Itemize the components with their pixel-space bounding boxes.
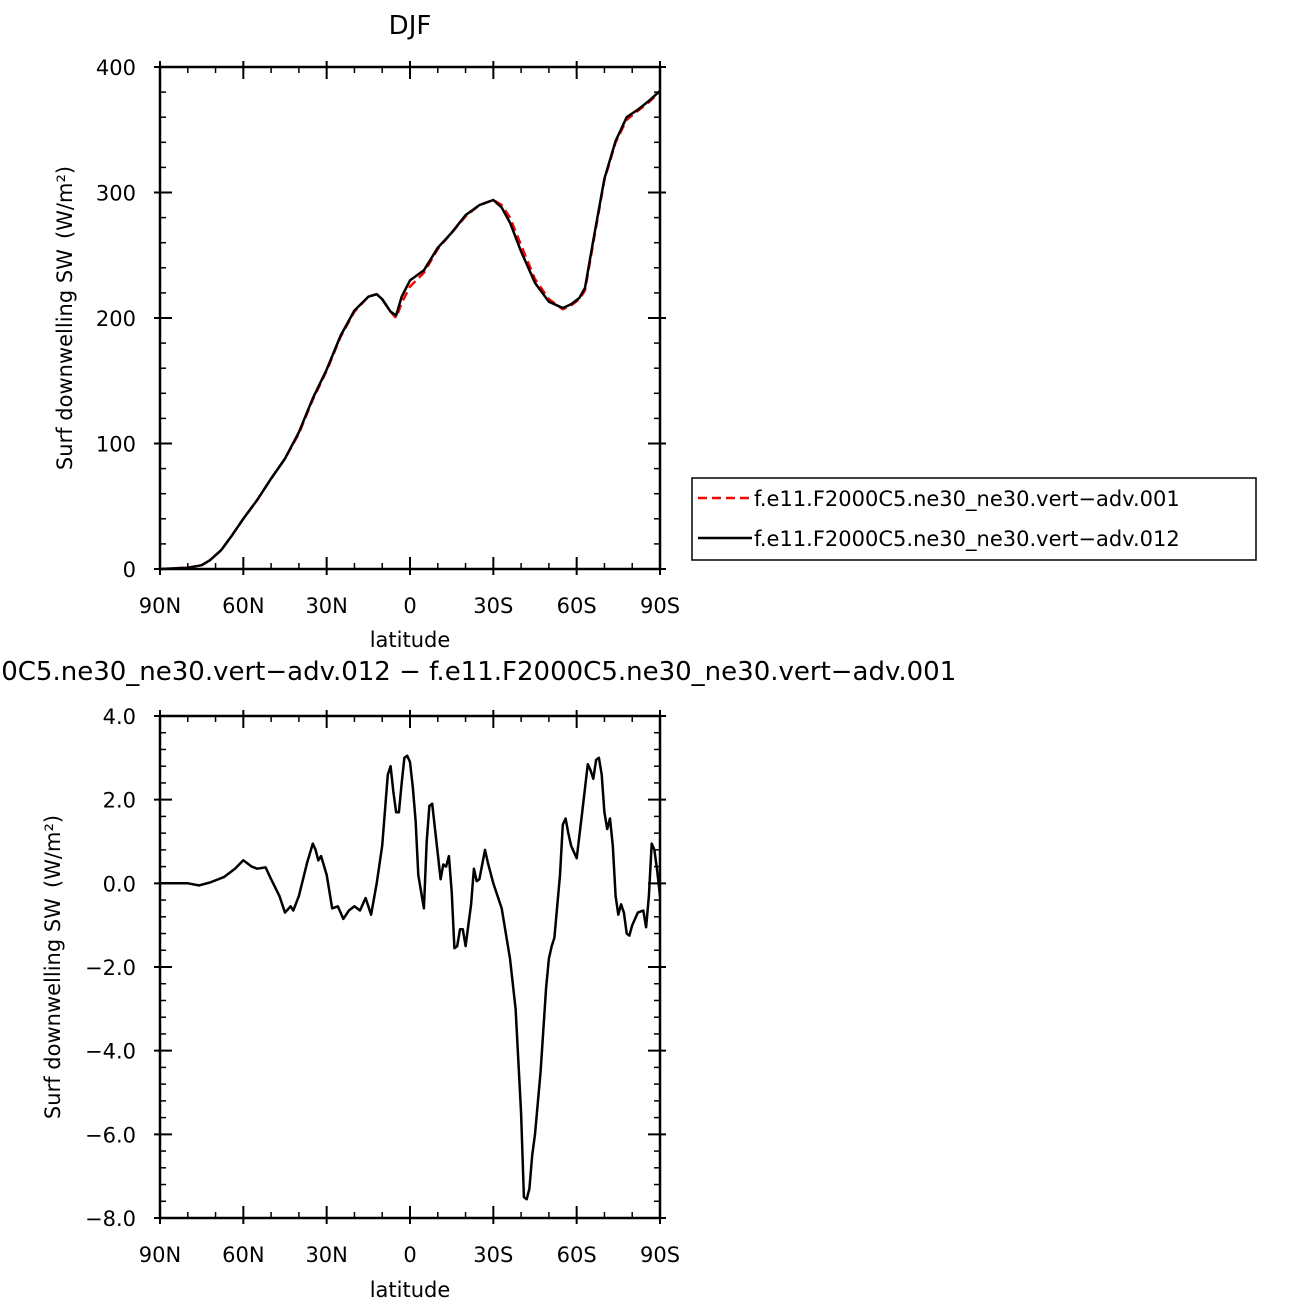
x-tick-label: 30S <box>473 594 513 618</box>
y-tick-label: 100 <box>96 433 136 457</box>
x-tick-label: 60S <box>557 1243 597 1267</box>
y-tick-label: 2.0 <box>103 789 136 813</box>
x-axis-label: latitude <box>370 628 451 652</box>
x-tick-label: 30N <box>305 594 347 618</box>
x-tick-label: 60N <box>222 594 264 618</box>
y-tick-label: 300 <box>96 182 136 206</box>
y-axis-label-text: Surf downwelling SW <box>41 898 65 1119</box>
y-tick-label: −2.0 <box>85 956 136 980</box>
y-tick-label: −4.0 <box>85 1040 136 1064</box>
x-tick-label: 0 <box>403 1243 416 1267</box>
y-axis-label: Surf downwelling SW (W/m²) <box>41 815 65 1119</box>
top-panel: 90N 60N 30N 0 30S 60S 90S 0 100 200 300 400 DJF latit… <box>53 11 1257 652</box>
chart-title: f.e11.F2000C5.ne30_ne30.vert−adv.012 − f… <box>0 657 956 687</box>
y-axis-label-text: Surf downwelling SW <box>53 249 77 470</box>
x-tick-label: 30N <box>305 1243 347 1267</box>
y-tick-label: 0.0 <box>103 872 136 896</box>
y-axis-label: Surf downwelling SW (W/m²) <box>53 166 77 470</box>
series-line-0 <box>160 91 660 571</box>
plot-frame <box>158 714 662 1220</box>
y-axis-unit: (W/m²) <box>53 166 77 239</box>
plot-frame <box>158 65 662 571</box>
x-axis-label: latitude <box>370 1278 451 1302</box>
chart-title: DJF <box>389 11 432 41</box>
bottom-panel: 90N 60N 30N 0 30S 60S 90S −8.0 −6.0 −4.0 −2.0 0.0 2.… <box>0 657 956 1302</box>
x-tick-label: 0 <box>403 594 416 618</box>
x-tick-label: 90N <box>139 1243 181 1267</box>
x-tick-label: 90N <box>139 594 181 618</box>
legend-label: f.e11.F2000C5.ne30_ne30.vert−adv.012 <box>754 527 1180 552</box>
y-tick-label: 200 <box>96 307 136 331</box>
x-tick-label: 60S <box>557 594 597 618</box>
legend-label: f.e11.F2000C5.ne30_ne30.vert−adv.001 <box>754 487 1180 512</box>
series-line-1 <box>160 89 660 571</box>
series-line-0 <box>160 754 660 1201</box>
y-tick-label: 400 <box>96 56 136 80</box>
y-tick-label: 0 <box>123 558 136 582</box>
x-tick-label: 90S <box>640 594 680 618</box>
y-tick-label: 4.0 <box>103 705 136 729</box>
y-axis-unit: (W/m²) <box>41 815 65 888</box>
x-tick-label: 30S <box>473 1243 513 1267</box>
y-tick-label: −6.0 <box>85 1123 136 1147</box>
y-tick-label: −8.0 <box>85 1207 136 1231</box>
x-tick-label: 60N <box>222 1243 264 1267</box>
legend-box <box>691 477 1257 561</box>
x-tick-label: 90S <box>640 1243 680 1267</box>
